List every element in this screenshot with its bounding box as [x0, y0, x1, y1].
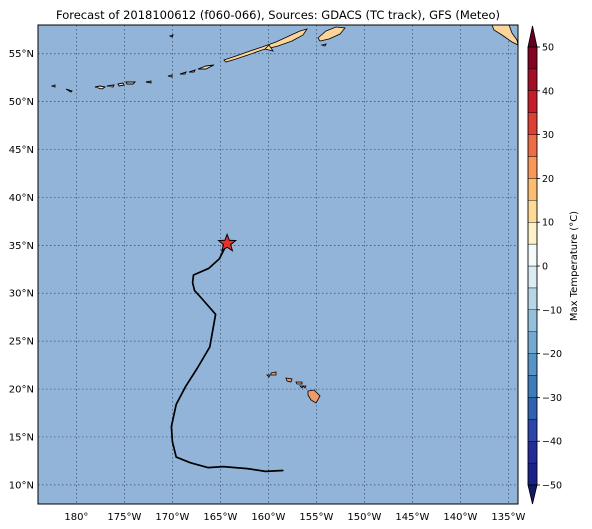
colorbar-tick-labels: 50 40 30 20 10 0 −10 −20 −30 −40 −50 — [537, 43, 562, 492]
latitude-tick-label: 15°N — [9, 432, 34, 443]
colorbar-band — [527, 200, 538, 223]
latitude-tick-label: 40°N — [9, 193, 34, 204]
colorbar-tick-label: −40 — [542, 437, 562, 448]
colorbar-band — [527, 46, 538, 70]
colorbar-band — [527, 243, 538, 267]
map-frame — [37, 24, 519, 505]
colorbar-tick-label: 20 — [542, 174, 554, 185]
map-title: Forecast of 2018100612 (f060-066), Sourc… — [56, 8, 500, 22]
colorbar-band — [527, 178, 538, 201]
colorbar-band — [527, 134, 538, 157]
colorbar-band — [527, 287, 538, 310]
aleutian-islands — [50, 34, 327, 93]
colorbar-band — [527, 112, 538, 135]
longitude-tick-labels: 180° 175°W 170°W 165°W 160°W 155°W 150°W 145°W 1… — [64, 512, 525, 523]
latitude-tick-label: 10°N — [9, 480, 34, 491]
latitude-tick-label: 55°N — [9, 49, 34, 60]
colorbar-band — [527, 68, 538, 92]
colorbar-tick-label: −10 — [542, 305, 562, 316]
longitude-tick-label: 165°W — [203, 512, 237, 523]
colorbar-band — [527, 353, 538, 376]
longitude-tick-label: 135°W — [491, 512, 525, 523]
colorbar-band — [527, 265, 538, 289]
longitude-tick-label: 175°W — [107, 512, 141, 523]
latitude-tick-label: 45°N — [9, 145, 34, 156]
longitude-tick-label: 140°W — [443, 512, 477, 523]
colorbar-lower-extension — [527, 484, 538, 505]
gridlines — [38, 25, 518, 504]
latitude-tick-label: 20°N — [9, 385, 34, 396]
colorbar-band — [527, 156, 538, 179]
colorbar: 50 40 30 20 10 0 −10 −20 −30 −40 −50 Max Temperatu… — [527, 25, 580, 505]
colorbar-label: Max Temperature (°C) — [569, 211, 580, 321]
colorbar-band — [527, 221, 538, 245]
colorbar-band — [527, 309, 538, 332]
latitude-tick-label: 50°N — [9, 97, 34, 108]
colorbar-bands — [527, 46, 538, 486]
longitude-tick-label: 160°W — [251, 512, 285, 523]
colorbar-band — [527, 441, 538, 464]
colorbar-tick-label: −50 — [542, 481, 562, 492]
colorbar-tick-label: 0 — [542, 262, 548, 273]
colorbar-tick-label: 40 — [542, 86, 554, 97]
latitude-tick-label: 25°N — [9, 337, 34, 348]
colorbar-tick-label: −30 — [542, 393, 562, 404]
colorbar-tick-label: 10 — [542, 218, 554, 229]
ocean-background — [38, 25, 518, 504]
colorbar-tick-label: 50 — [542, 43, 554, 54]
longitude-tick-label: 180° — [64, 512, 88, 523]
colorbar-band — [527, 375, 538, 398]
longitude-tick-label: 150°W — [347, 512, 381, 523]
colorbar-band — [527, 419, 538, 442]
colorbar-upper-extension — [527, 25, 538, 48]
map-panel: 180° 175°W 170°W 165°W 160°W 155°W 150°W 145°W 1… — [9, 24, 525, 523]
hawaiian-islands — [266, 371, 321, 404]
colorbar-tick-label: 30 — [542, 130, 554, 141]
colorbar-band — [527, 90, 538, 113]
cyclone-track-line — [170, 242, 284, 473]
latitude-tick-label: 35°N — [9, 241, 34, 252]
longitude-tick-label: 170°W — [155, 512, 189, 523]
latitude-tick-labels: 55°N 50°N 45°N 40°N 35°N 30°N 25°N 20°N 15°N 10°N — [9, 49, 34, 491]
colorbar-band — [527, 397, 538, 420]
latitude-tick-label: 30°N — [9, 289, 34, 300]
longitude-tick-label: 155°W — [299, 512, 333, 523]
alaska-peninsula-landmass — [223, 24, 519, 63]
colorbar-band — [527, 462, 538, 486]
longitude-tick-label: 145°W — [395, 512, 429, 523]
storm-position-star-icon — [217, 232, 238, 252]
colorbar-tick-label: −20 — [542, 349, 562, 360]
colorbar-band — [527, 331, 538, 354]
